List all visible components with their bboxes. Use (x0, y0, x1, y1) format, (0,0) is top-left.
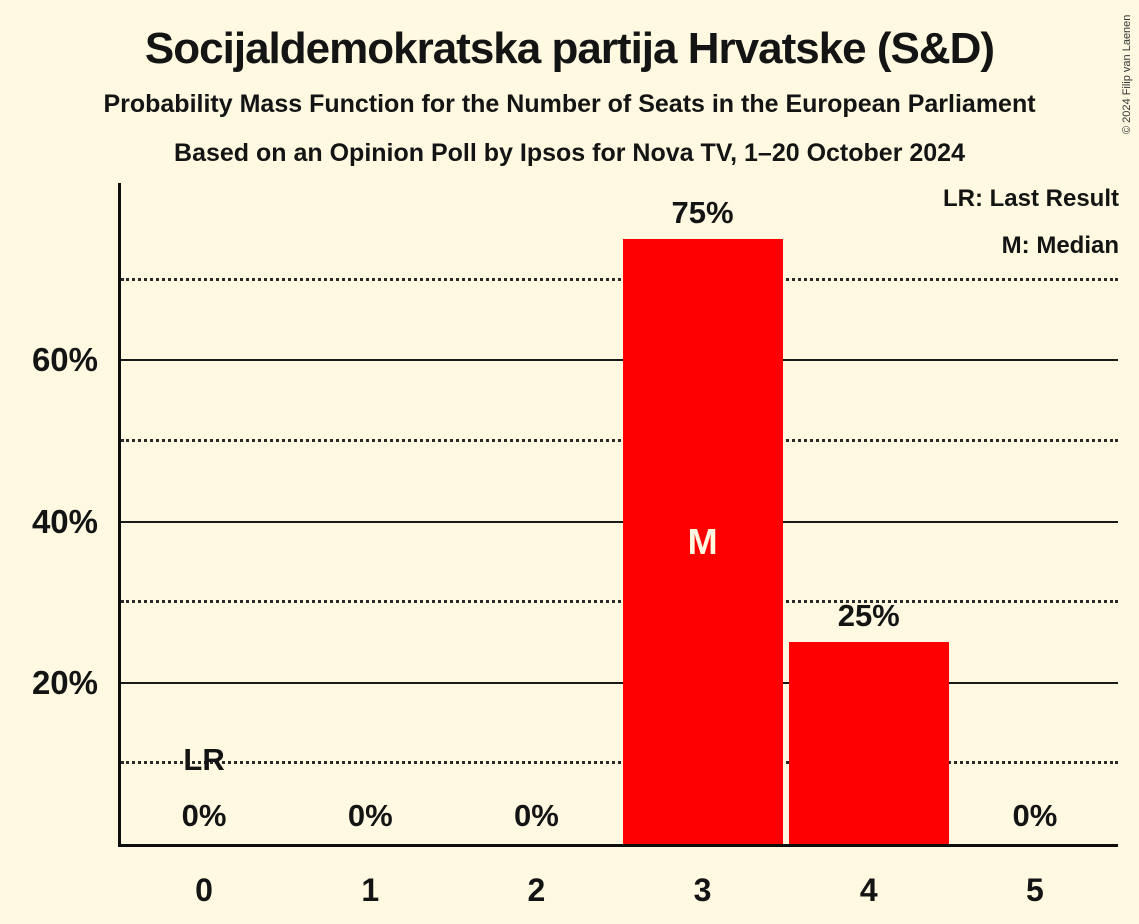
bar-label-seat-3: 75% (671, 195, 734, 231)
bar-label-seat-0: 0% (181, 798, 227, 833)
bar-label-seat-4: 25% (837, 598, 900, 634)
copyright-notice: © 2024 Filip van Laenen (1121, 14, 1133, 134)
chart-subtitle: Probability Mass Function for the Number… (103, 90, 1036, 118)
gridline-dotted-10pct (121, 761, 1118, 765)
gridline-solid-20pct (121, 681, 1118, 684)
y-axis-label-60%: 60% (31, 341, 98, 379)
x-axis-label-seat-0: 0 (195, 872, 213, 908)
y-axis-label-20%: 20% (31, 663, 98, 701)
chart-title: Socijaldemokratska partija Hrvatske (S&D… (144, 24, 995, 73)
bar-label-seat-1: 0% (347, 798, 393, 833)
x-axis-label-seat-2: 2 (527, 872, 546, 908)
x-axis-label-seat-4: 4 (859, 872, 878, 908)
y-axis-label-40%: 40% (31, 502, 98, 540)
gridline-solid-60pct (121, 359, 1118, 362)
last-result-marker: LR (183, 742, 225, 777)
bar-seat-4 (788, 642, 949, 844)
gridline-dotted-30pct (121, 600, 1118, 604)
chart-poll-info: Based on an Opinion Poll by Ipsos for No… (174, 139, 965, 167)
gridline-solid-40pct (121, 520, 1118, 523)
legend-median: M: Median (1001, 232, 1119, 259)
legend-last-result: LR: Last Result (942, 185, 1119, 212)
gridline-dotted-50pct (121, 438, 1118, 442)
bar-seat-3 (622, 239, 783, 844)
x-axis-label-seat-1: 1 (361, 872, 380, 908)
median-marker: M (687, 520, 718, 562)
gridline-dotted-70pct (121, 277, 1118, 281)
plot-area: 0% LR 0% 0% 75% M 25% 0% (118, 183, 1118, 847)
x-axis-label-seat-3: 3 (693, 872, 712, 908)
x-axis-label-seat-5: 5 (1026, 872, 1044, 908)
bar-label-seat-5: 0% (1012, 798, 1058, 833)
bar-label-seat-2: 0% (514, 798, 559, 833)
